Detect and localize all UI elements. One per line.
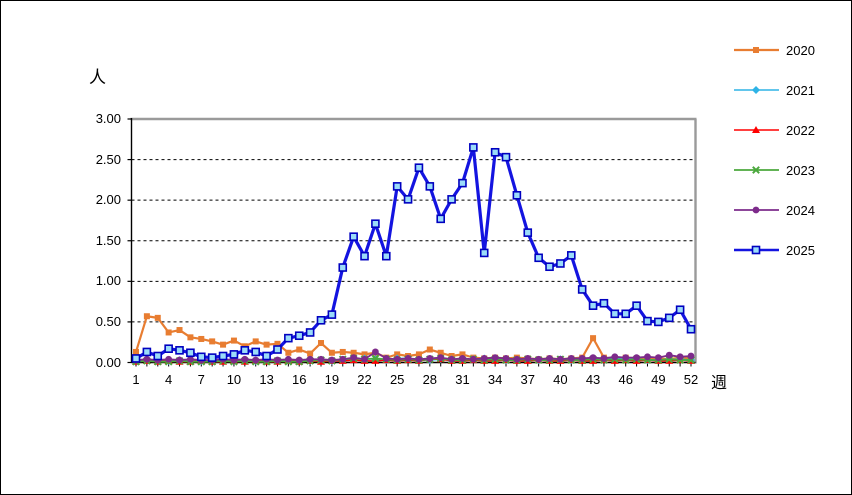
x-tick-label: 1 bbox=[132, 372, 140, 387]
series-line-2020 bbox=[134, 315, 692, 361]
series-line-2024 bbox=[135, 351, 692, 361]
x-tick-label: 49 bbox=[651, 372, 666, 387]
x-tick-label: 34 bbox=[487, 372, 503, 387]
x-tick-label: 13 bbox=[259, 372, 274, 387]
legend-label: 2023 bbox=[786, 162, 815, 178]
legend-marker-2024 bbox=[734, 206, 779, 214]
y-tick-label: 1.00 bbox=[95, 273, 121, 289]
series-line-2025 bbox=[135, 145, 693, 360]
legend-item-2020: 2020 bbox=[734, 30, 815, 70]
x-tick-label: 16 bbox=[292, 372, 307, 387]
y-tick-label: 3.00 bbox=[95, 111, 121, 126]
legend-item-2025: 2025 bbox=[734, 230, 815, 270]
legend-marker-2023 bbox=[734, 166, 779, 174]
x-tick-label: 46 bbox=[618, 372, 633, 387]
x-tick-label: 4 bbox=[165, 372, 173, 387]
legend: 2020 2021 2022 2023 2024 2025 bbox=[734, 30, 815, 270]
x-tick-label: 22 bbox=[357, 372, 372, 387]
x-tick-label: 28 bbox=[422, 372, 438, 387]
legend-marker-2020 bbox=[734, 47, 779, 53]
x-tick-label: 19 bbox=[324, 372, 340, 387]
legend-item-2024: 2024 bbox=[734, 190, 815, 230]
series-markers-2025 bbox=[131, 143, 696, 363]
x-tick-label: 7 bbox=[197, 372, 205, 387]
legend-label: 2021 bbox=[786, 82, 815, 98]
x-tick-label: 37 bbox=[520, 372, 535, 387]
legend-item-2021: 2021 bbox=[734, 70, 815, 110]
x-tick-label: 31 bbox=[455, 372, 470, 387]
y-tick-label: 2.00 bbox=[95, 192, 121, 208]
legend-marker-2021 bbox=[734, 86, 779, 94]
y-tick-label: 1.50 bbox=[95, 232, 121, 248]
x-tick-label: 40 bbox=[553, 372, 568, 387]
legend-marker-2022 bbox=[734, 126, 779, 133]
y-tick-label: 0.00 bbox=[95, 354, 121, 370]
legend-label: 2024 bbox=[786, 202, 815, 218]
y-tick-label: 2.50 bbox=[95, 151, 121, 167]
legend-label: 2022 bbox=[786, 122, 815, 138]
legend-item-2022: 2022 bbox=[734, 110, 815, 150]
x-tick-label: 43 bbox=[585, 372, 601, 387]
legend-item-2023: 2023 bbox=[734, 150, 815, 190]
x-tick-label: 10 bbox=[226, 372, 242, 387]
y-tick-label: 0.50 bbox=[95, 313, 121, 329]
legend-label: 2025 bbox=[786, 242, 815, 258]
x-tick-label: 25 bbox=[389, 372, 405, 387]
x-tick-label: 52 bbox=[683, 372, 699, 387]
legend-label: 2020 bbox=[786, 42, 815, 58]
x-axis-title: 週 bbox=[711, 373, 728, 392]
y-axis-title: 人 bbox=[89, 68, 106, 88]
legend-marker-2025 bbox=[734, 245, 779, 255]
